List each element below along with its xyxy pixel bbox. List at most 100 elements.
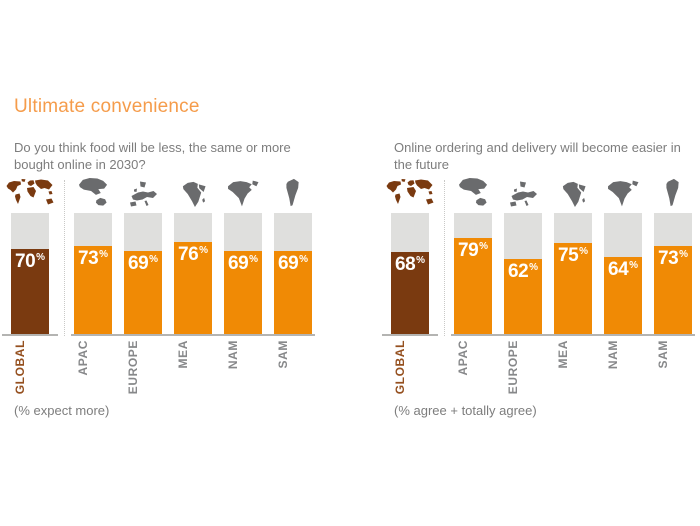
panel-online-buying-2030: Do you think food will be less, the same… [2, 139, 332, 418]
bar-group-mea: 75% [554, 178, 592, 334]
percent-sign: % [679, 248, 689, 260]
axis-labels: GLOBAL APAC EUROPE MEA NAM SAM [2, 336, 332, 398]
axis-label-mea: MEA [176, 340, 190, 369]
axis-label-europe: EUROPE [506, 340, 520, 395]
bar-group-nam: 69% [224, 178, 262, 334]
bar-group-europe: 69% [124, 178, 162, 334]
axis-label-europe: EUROPE [126, 340, 140, 395]
percent-sign: % [99, 248, 109, 260]
percent-sign: % [299, 253, 309, 265]
africa-middle-east-map-icon [554, 178, 592, 208]
panel-question: Online ordering and delivery will become… [394, 140, 681, 172]
axis-label-sam: SAM [656, 340, 670, 369]
bar-track: 70% [11, 213, 49, 334]
bar-fill: 69% [124, 250, 162, 334]
percent-sign: % [416, 254, 426, 266]
regions-section: 79% 62% [451, 177, 695, 336]
bar-value: 69% [128, 252, 159, 274]
axis-label-apac: APAC [76, 340, 90, 376]
bar-track: 64% [604, 213, 642, 334]
bar-group-mea: 76% [174, 178, 212, 334]
axis-label-global: GLOBAL [393, 340, 407, 395]
bar-track: 69% [224, 213, 262, 334]
bar-group-apac: 79% [454, 177, 492, 334]
europe-map-icon [124, 178, 162, 208]
bar-value: 75% [558, 245, 589, 267]
bar-track: 62% [504, 213, 542, 334]
bar-value: 69% [278, 252, 309, 274]
bar-value: 69% [228, 252, 259, 274]
bar-group-sam: 73% [654, 178, 692, 334]
axis-labels: GLOBAL APAC EUROPE MEA NAM SAM [382, 336, 700, 398]
bar-fill: 68% [391, 251, 429, 334]
axis-label-nam: NAM [606, 340, 620, 370]
south-america-map-icon [654, 178, 692, 208]
percent-sign: % [199, 245, 209, 257]
footnote: (% agree + totally agree) [394, 403, 537, 418]
axis-label-global: GLOBAL [13, 340, 27, 395]
bar-group-global: 68% [386, 178, 434, 334]
bar-track: 68% [391, 213, 429, 334]
page-title: Ultimate convenience [14, 96, 200, 117]
bar-value: 62% [508, 260, 539, 282]
global-section: 68% [382, 178, 438, 336]
percent-sign: % [529, 261, 539, 273]
asia-pacific-map-icon [454, 177, 492, 208]
axis-label-nam: NAM [226, 340, 240, 370]
global-section: 70% [2, 178, 58, 336]
bar-track: 69% [124, 213, 162, 334]
bar-value: 73% [658, 247, 689, 269]
panel-online-ordering-easier: Online ordering and delivery will become… [382, 139, 700, 418]
panel-question: Do you think food will be less, the same… [14, 140, 291, 172]
europe-map-icon [504, 178, 542, 208]
bar-chart: 70% 73% [2, 177, 332, 336]
bar-group-apac: 73% [74, 177, 112, 334]
bar-group-sam: 69% [274, 178, 312, 334]
bar-fill: 64% [604, 256, 642, 334]
percent-sign: % [629, 259, 639, 271]
percent-sign: % [36, 252, 46, 264]
bar-fill: 75% [554, 243, 592, 334]
asia-pacific-map-icon [74, 177, 112, 208]
bar-fill: 69% [224, 250, 262, 334]
footnote: (% expect more) [14, 403, 110, 418]
bar-fill: 70% [11, 249, 49, 334]
bar-track: 69% [274, 213, 312, 334]
bar-value: 79% [458, 240, 489, 262]
bar-chart: 68% 79% [382, 177, 700, 336]
bar-value: 73% [78, 247, 109, 269]
bar-value: 76% [178, 244, 209, 266]
world-map-icon [6, 178, 54, 208]
global-separator-line [64, 180, 65, 336]
bar-value: 70% [15, 251, 46, 273]
global-separator-line [444, 180, 445, 336]
regions-section: 73% 69% [71, 177, 315, 336]
bar-fill: 62% [504, 258, 542, 334]
bar-track: 76% [174, 213, 212, 334]
bar-track: 73% [74, 213, 112, 334]
bar-group-europe: 62% [504, 178, 542, 334]
bar-fill: 73% [74, 245, 112, 334]
north-america-map-icon [224, 178, 262, 208]
axis-label-mea: MEA [556, 340, 570, 369]
bar-fill: 73% [654, 245, 692, 334]
bar-track: 79% [454, 213, 492, 334]
percent-sign: % [149, 253, 159, 265]
bar-group-global: 70% [6, 178, 54, 334]
bar-value: 64% [608, 258, 639, 280]
bar-value: 68% [395, 253, 426, 275]
percent-sign: % [579, 246, 589, 258]
bar-fill: 76% [174, 242, 212, 334]
south-america-map-icon [274, 178, 312, 208]
axis-label-sam: SAM [276, 340, 290, 369]
bar-fill: 69% [274, 250, 312, 334]
world-map-icon [386, 178, 434, 208]
africa-middle-east-map-icon [174, 178, 212, 208]
bar-group-nam: 64% [604, 178, 642, 334]
axis-label-apac: APAC [456, 340, 470, 376]
percent-sign: % [249, 253, 259, 265]
bar-fill: 79% [454, 238, 492, 334]
percent-sign: % [479, 241, 489, 253]
bar-track: 75% [554, 213, 592, 334]
